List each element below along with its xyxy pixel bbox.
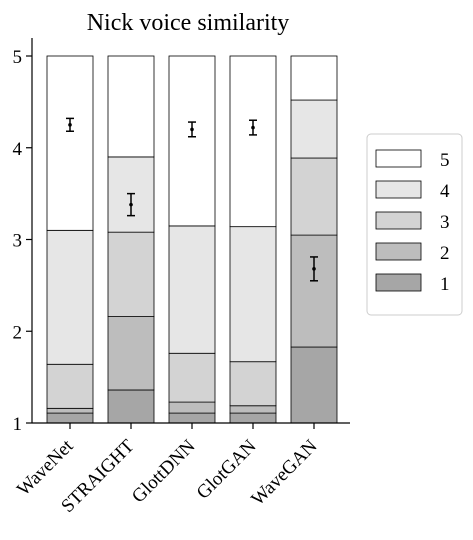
legend-label-4: 4 [440,181,450,202]
bar-segment-straight-score-3 [107,231,155,317]
legend-swatch-5 [375,149,422,168]
bar-segment-wavenet-score-3 [46,363,94,409]
bar-segment-glottdnn-score-3 [168,352,216,403]
error-bar-glotgan [249,119,257,136]
mean-marker-glottdnn [190,127,194,132]
bars-group [46,55,338,424]
bar-segment-wavenet-score-4 [46,229,94,365]
error-bar-wavenet [66,117,74,132]
y-tick-label-5: 5 [13,47,23,68]
legend-swatch-4 [375,180,422,199]
bar-segment-straight-score-5 [107,55,155,158]
bar-segment-wavegan-score-4 [290,99,338,159]
mean-marker-wavegan [312,267,316,271]
bar-segment-glotgan-score-1 [229,412,277,424]
bar-segment-wavenet-score-2 [46,407,94,414]
bar-segment-wavegan-score-2 [290,234,338,348]
legend-swatch-2 [375,242,422,261]
error-bars-group [66,117,318,282]
bar-segment-wavegan-score-1 [290,346,338,424]
bar-segment-glottdnn-score-1 [168,412,216,424]
mean-marker-straight [129,202,133,207]
chart-title: Nick voice similarity [87,10,290,36]
bar-segment-glottdnn-score-4 [168,225,216,354]
bar-segment-straight-score-1 [107,389,155,424]
bar-segment-wavenet-score-5 [46,55,94,231]
legend: 5 4 3 2 1 [366,133,463,316]
legend-swatch-1 [375,273,422,292]
y-tick-label-2: 2 [13,322,23,343]
bar-segment-glotgan-score-2 [229,405,277,414]
bar-segment-glotgan-score-3 [229,361,277,407]
bar-segment-wavenet-score-1 [46,412,94,424]
legend-label-3: 3 [440,212,450,233]
x-tick-label-glottdnn: GlottDNN [128,435,200,507]
y-tick-label-4: 4 [13,139,23,160]
mean-marker-wavenet [68,123,72,127]
legend-label-2: 2 [440,243,450,264]
y-tick-label-3: 3 [13,231,23,252]
bar-segment-glotgan-score-4 [229,226,277,363]
bar-segment-straight-score-2 [107,316,155,391]
bar-segment-glottdnn-score-5 [168,55,216,227]
bar-segment-glotgan-score-5 [229,55,277,228]
x-tick-label-wavegan: WaveGAN [247,435,321,509]
legend-swatch-3 [375,211,422,230]
legend-label-1: 1 [440,274,450,295]
error-bar-wavegan [310,256,318,282]
error-bar-glottdnn [188,121,196,138]
bar-segment-glottdnn-score-2 [168,401,216,414]
legend-label-5: 5 [440,150,450,171]
bar-segment-wavegan-score-3 [290,157,338,236]
error-bar-straight [127,192,135,217]
mean-marker-glotgan [251,125,255,130]
bar-segment-wavegan-score-5 [290,55,338,101]
y-tick-label-1: 1 [13,414,23,435]
